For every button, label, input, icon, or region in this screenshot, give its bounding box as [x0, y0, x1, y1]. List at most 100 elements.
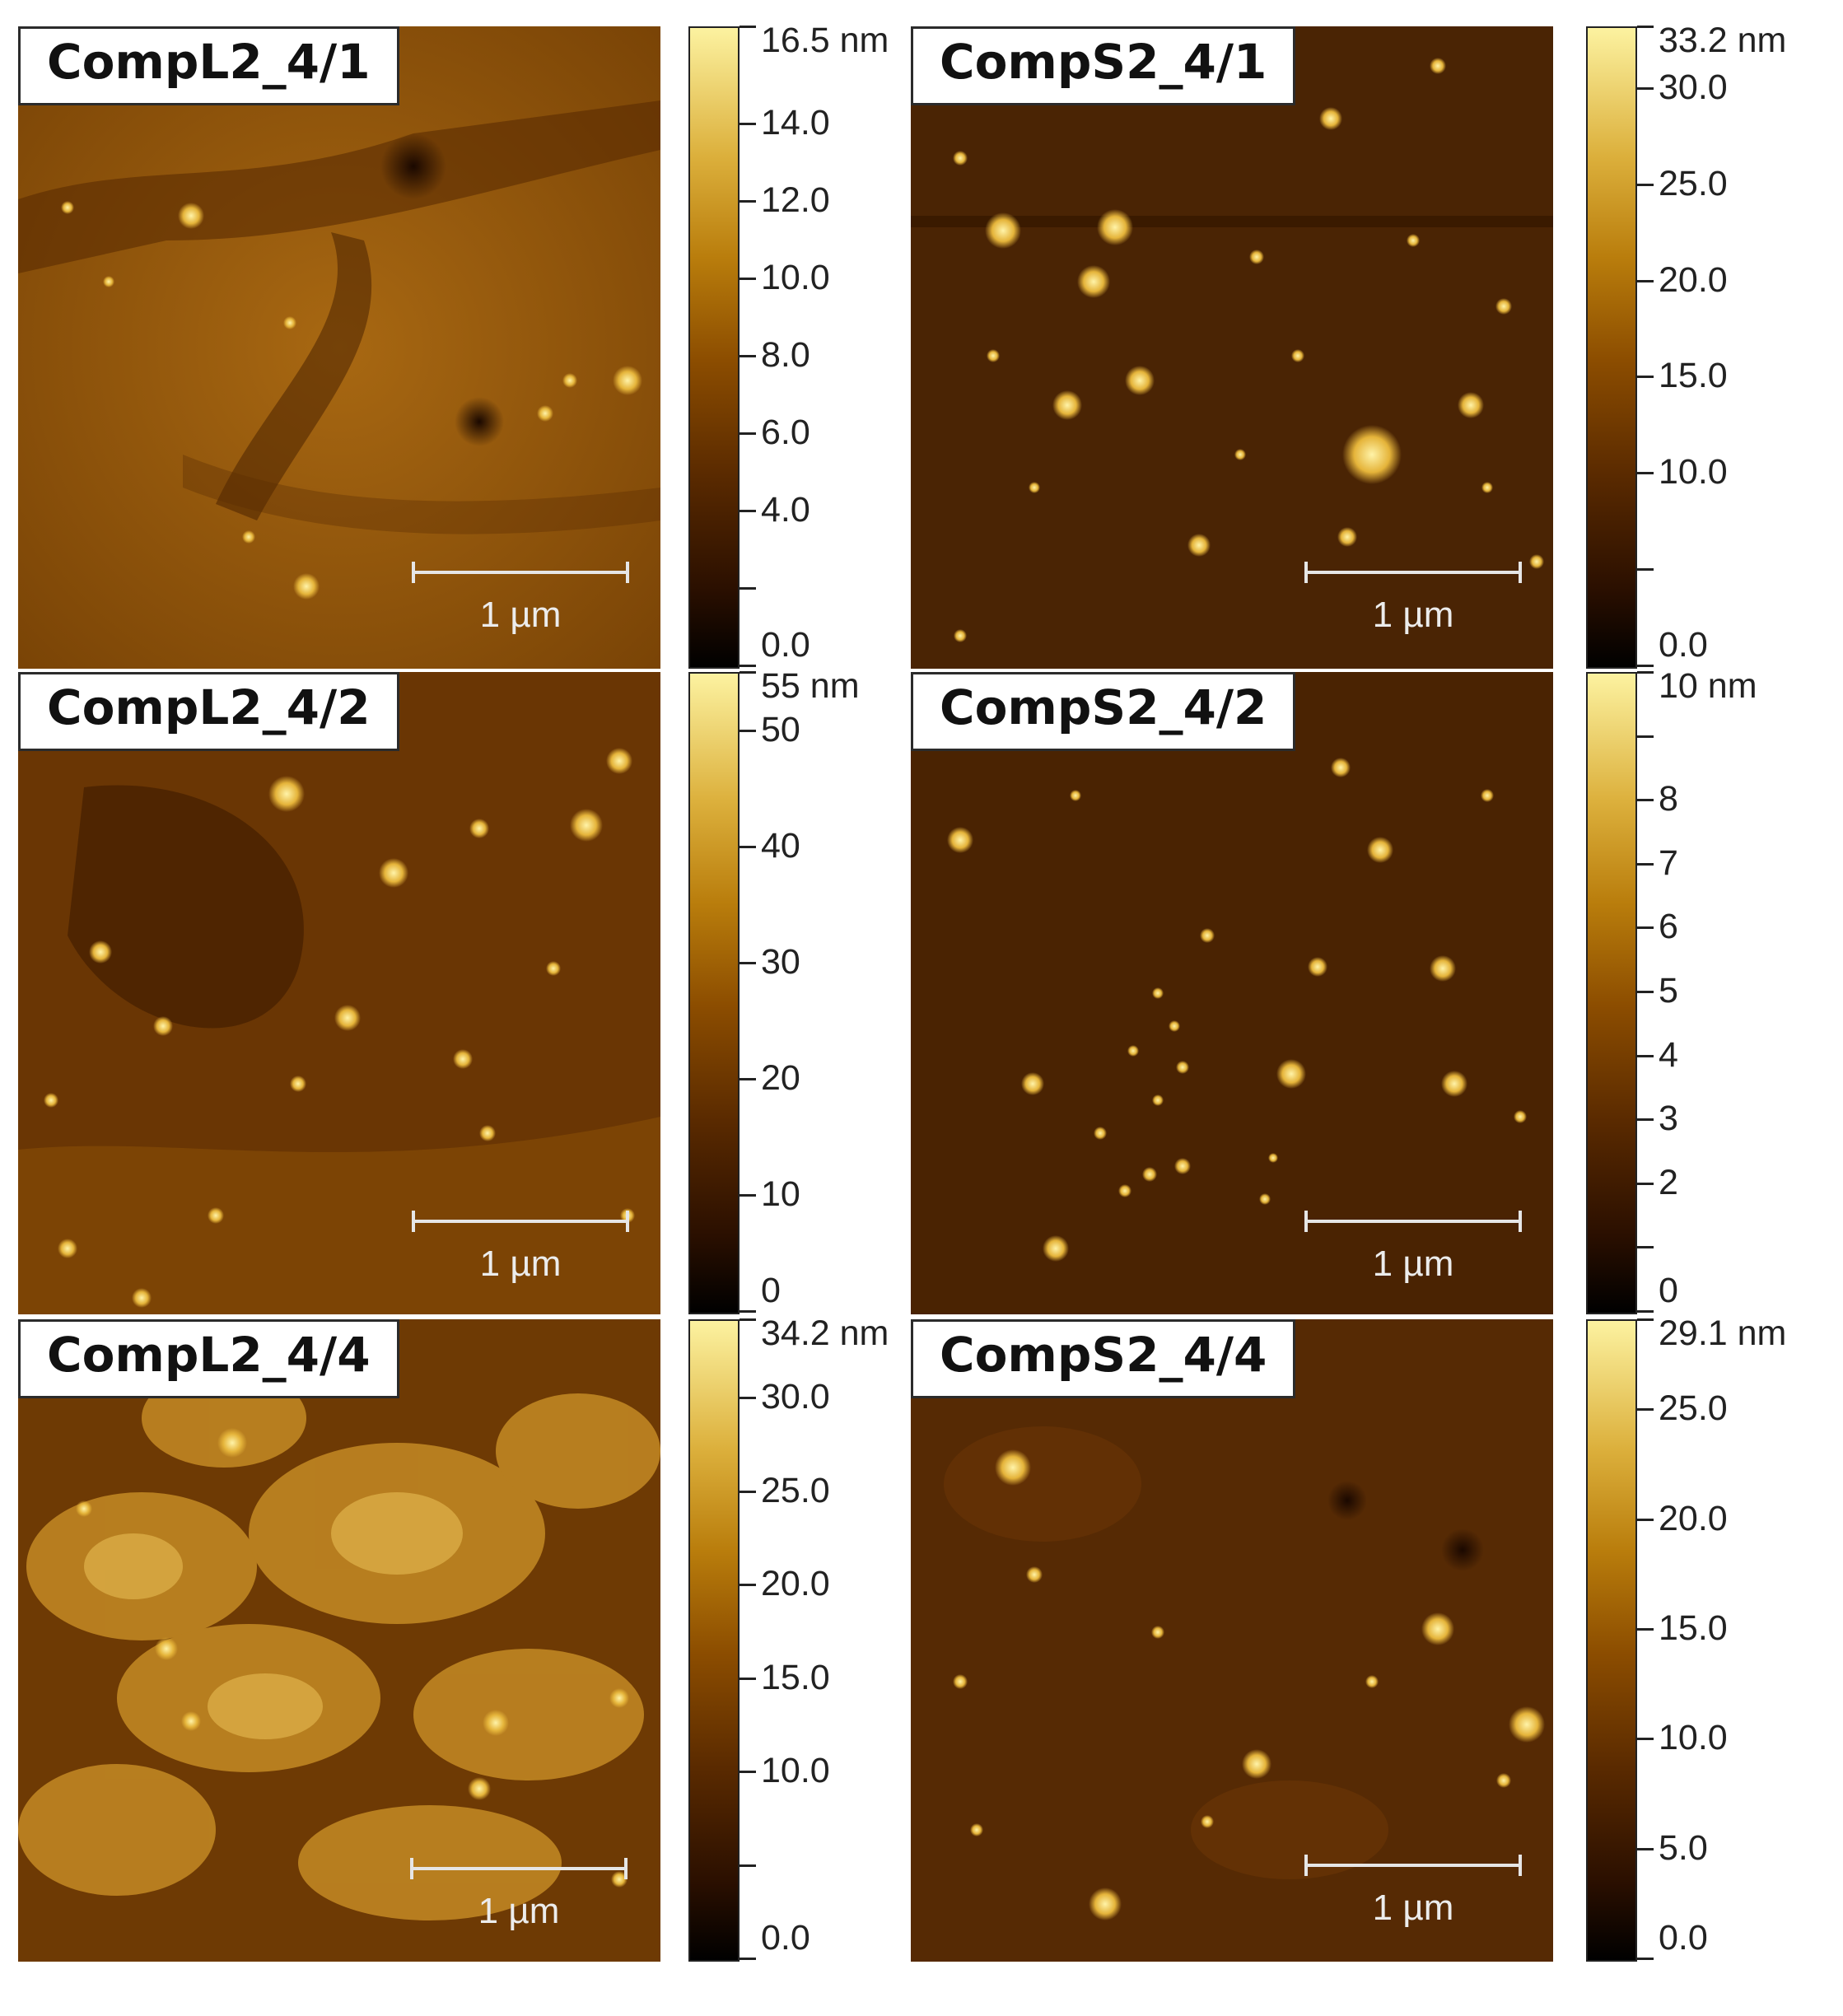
colorbar-tick: [1637, 1518, 1654, 1521]
colorbar-tick-label: 55 nm: [761, 666, 860, 706]
colorbar-tick: [740, 277, 756, 280]
colorbar-minor-tick: [740, 586, 756, 590]
colorbar-tick-label: 30.0: [1659, 67, 1728, 107]
colorbar-tick: [740, 665, 756, 667]
colorbar-tick-label: 5.0: [1659, 1827, 1708, 1868]
colorbar-tick: [740, 1310, 756, 1313]
colorbar-tick: [1637, 1628, 1654, 1631]
colorbar-minor-tick: [1637, 735, 1654, 738]
panel-label: CompS2_4/2: [911, 672, 1296, 751]
scale-bar-label: 1 µm: [479, 595, 562, 635]
afm-topography-s42: [911, 672, 1553, 1314]
colorbar-tick: [1637, 1318, 1654, 1321]
afm-image-comps2-4-2: CompS2_4/2 1 µm: [911, 672, 1553, 1314]
colorbar-tick-label: 8.0: [761, 334, 810, 375]
colorbar-tick-label: 0.0: [1659, 625, 1708, 665]
colorbar-tick: [740, 1397, 756, 1400]
colorbar-tick: [740, 432, 756, 435]
colorbar-tick-label: 50: [761, 709, 800, 749]
colorbar-tick-label: 2: [1659, 1162, 1678, 1202]
colorbar-tick: [1637, 991, 1654, 993]
colorbar-tick-label: 10.0: [761, 257, 830, 297]
colorbar-tick-label: 20.0: [1659, 259, 1728, 300]
colorbar-tick: [740, 1584, 756, 1587]
colorbar-tick-label: 10.0: [1659, 1718, 1728, 1758]
colorbar-tick-label: 7: [1659, 842, 1678, 883]
colorbar-tick: [740, 961, 756, 964]
colorbar-tick: [1637, 1408, 1654, 1412]
afm-image-compl2-4-4: CompL2_4/4 1 µm: [18, 1319, 660, 1962]
colorbar-tick: [1637, 1310, 1654, 1313]
scale-bar-label: 1 µm: [478, 1891, 560, 1931]
colorbar-tick: [740, 1490, 756, 1493]
colorbar-tick: [1637, 376, 1654, 379]
colorbar-tick-label: 40: [761, 825, 800, 866]
scale-bar-label: 1 µm: [479, 1244, 562, 1284]
colorbar-tick: [1637, 86, 1654, 90]
colorbar-l44: [688, 1319, 740, 1962]
colorbar-tick-label: 0: [1659, 1271, 1678, 1310]
colorbar-tick-label: 16.5 nm: [761, 21, 889, 60]
colorbar-tick-label: 30: [761, 941, 800, 982]
panel-label: CompS2_4/1: [911, 26, 1296, 105]
panel-label: CompL2_4/2: [18, 672, 399, 751]
colorbar-tick: [1637, 1054, 1654, 1057]
colorbar-tick-label: 10.0: [1659, 452, 1728, 492]
colorbar-tick-label: 29.1 nm: [1659, 1314, 1787, 1353]
colorbar-tick-label: 5: [1659, 971, 1678, 1010]
colorbar-minor-tick: [740, 1864, 756, 1867]
colorbar-tick-label: 30.0: [761, 1377, 830, 1417]
colorbar-tick-label: 0: [761, 1271, 781, 1310]
colorbar-tick: [1637, 472, 1654, 475]
colorbar-minor-tick: [1637, 1246, 1654, 1249]
colorbar-tick-label: 6.0: [761, 412, 810, 452]
scale-bar: 1 µm: [1304, 1211, 1522, 1293]
scale-bar-label: 1 µm: [1372, 1888, 1454, 1928]
afm-image-compl2-4-2: CompL2_4/2 1 µm: [18, 672, 660, 1314]
colorbar-tick: [740, 354, 756, 357]
afm-image-compl2-4-1: CompL2_4/1 1 µm: [18, 26, 660, 669]
colorbar-tick-label: 15.0: [1659, 1608, 1728, 1648]
colorbar-tick-label: 4.0: [761, 489, 810, 530]
colorbar-tick: [1637, 1182, 1654, 1185]
colorbar-tick-label: 0.0: [761, 625, 810, 665]
afm-topography-s44: [911, 1319, 1553, 1962]
colorbar-tick: [740, 1318, 756, 1321]
colorbar-tick: [1637, 183, 1654, 186]
afm-topography-l41: [18, 26, 660, 669]
colorbar-tick: [1637, 279, 1654, 282]
colorbar-tick: [1637, 671, 1654, 674]
colorbar-tick-label: 10 nm: [1659, 666, 1757, 706]
colorbar-tick-label: 25.0: [1659, 163, 1728, 203]
colorbar-tick: [1637, 926, 1654, 930]
scale-bar-label: 1 µm: [1372, 595, 1454, 635]
colorbar-tick: [740, 729, 756, 732]
colorbar-tick-label: 8: [1659, 779, 1678, 819]
colorbar-tick: [740, 845, 756, 848]
colorbar-tick: [740, 1077, 756, 1080]
colorbar-s41: [1586, 26, 1637, 669]
colorbar-tick: [740, 1958, 756, 1960]
colorbar-tick-label: 3: [1659, 1099, 1678, 1139]
afm-topography-l44: [18, 1319, 660, 1962]
colorbar-tick: [740, 199, 756, 203]
colorbar-tick-label: 10: [761, 1174, 800, 1214]
scale-bar-label: 1 µm: [1372, 1244, 1454, 1284]
afm-image-comps2-4-1: CompS2_4/1 1 µm: [911, 26, 1553, 669]
colorbar-tick: [1637, 1738, 1654, 1741]
colorbar-tick: [1637, 1118, 1654, 1122]
colorbar-tick-label: 0.0: [761, 1918, 810, 1958]
colorbar-tick: [740, 1677, 756, 1680]
colorbar-tick-label: 15.0: [1659, 356, 1728, 396]
scale-bar: 1 µm: [412, 1211, 629, 1293]
panel-label: CompS2_4/4: [911, 1319, 1296, 1398]
colorbar-tick: [1637, 26, 1654, 28]
colorbar-tick-label: 6: [1659, 907, 1678, 947]
colorbar-tick: [740, 1771, 756, 1774]
colorbar-s42: [1586, 672, 1637, 1314]
colorbar-tick-label: 25.0: [1659, 1388, 1728, 1429]
scale-bar: 1 µm: [1304, 562, 1522, 644]
colorbar-tick: [740, 509, 756, 512]
colorbar-tick: [740, 671, 756, 674]
colorbar-tick-label: 20: [761, 1057, 800, 1098]
